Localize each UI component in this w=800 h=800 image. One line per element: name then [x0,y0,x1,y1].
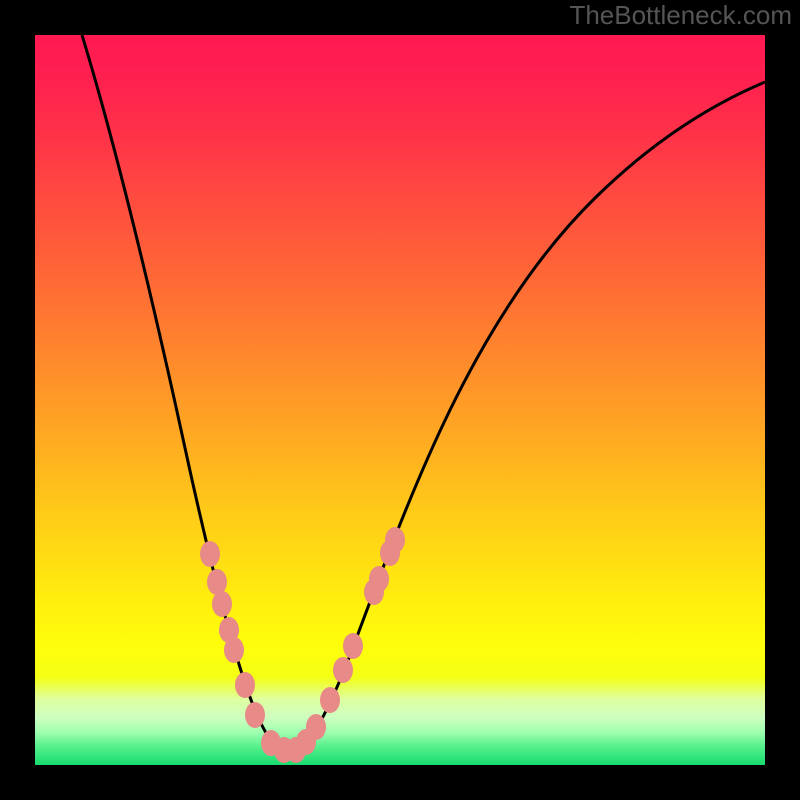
data-marker [369,566,389,592]
data-marker [235,672,255,698]
data-marker [224,637,244,663]
bottleneck-chart [0,0,800,800]
chart-frame: TheBottleneck.com [0,0,800,800]
data-marker [245,702,265,728]
data-marker [207,569,227,595]
data-marker [200,541,220,567]
data-marker [385,527,405,553]
data-marker [306,714,326,740]
data-marker [343,633,363,659]
data-marker [333,657,353,683]
data-marker [212,591,232,617]
data-marker [320,687,340,713]
